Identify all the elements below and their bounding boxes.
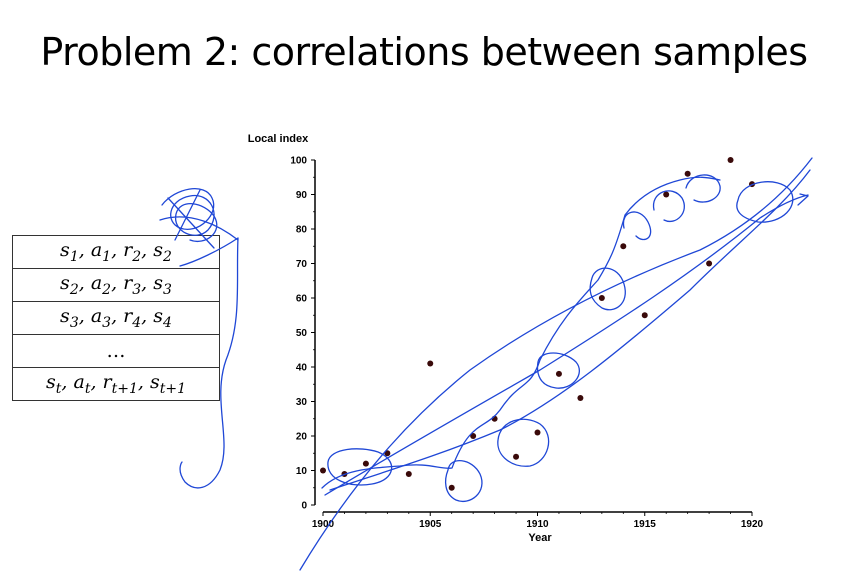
chart-points bbox=[320, 157, 755, 491]
y-tick-label: 50 bbox=[296, 328, 308, 339]
x-tick-label: 1920 bbox=[741, 519, 764, 530]
data-point bbox=[598, 295, 605, 301]
y-tick-label: 40 bbox=[296, 363, 308, 374]
transition-cell: s1, a1, r2, s2 bbox=[12, 235, 220, 269]
data-point bbox=[706, 260, 713, 267]
y-tick-label: 0 bbox=[301, 501, 307, 512]
data-point bbox=[448, 484, 455, 491]
slide-title: Problem 2: correlations between samples bbox=[40, 30, 808, 74]
data-point bbox=[427, 360, 434, 367]
y-tick-label: 100 bbox=[290, 156, 307, 167]
y-tick-label: 30 bbox=[296, 397, 308, 408]
y-axis-label: Local index bbox=[248, 133, 309, 145]
data-point bbox=[577, 395, 584, 402]
data-point bbox=[641, 312, 648, 319]
data-point bbox=[320, 467, 326, 474]
y-tick-label: 20 bbox=[296, 432, 308, 443]
x-tick-label: 1900 bbox=[312, 519, 335, 530]
data-point bbox=[513, 453, 520, 460]
data-point bbox=[341, 470, 348, 477]
data-point bbox=[362, 460, 369, 467]
data-point bbox=[620, 243, 627, 250]
table-row: s1, a1, r2, s2 bbox=[12, 235, 220, 269]
y-tick-label: 60 bbox=[296, 294, 308, 305]
y-tick-label: 80 bbox=[296, 225, 308, 236]
y-tick-label: 10 bbox=[296, 466, 308, 477]
x-tick-label: 1905 bbox=[419, 519, 442, 530]
data-point bbox=[534, 429, 541, 436]
data-point bbox=[684, 170, 691, 177]
x-axis-label: Year bbox=[528, 532, 552, 544]
data-point bbox=[555, 370, 562, 377]
data-point bbox=[405, 470, 412, 477]
y-tick-label: 70 bbox=[296, 259, 308, 270]
x-tick-label: 1910 bbox=[526, 519, 549, 530]
x-tick-label: 1915 bbox=[634, 519, 657, 530]
data-point bbox=[384, 450, 391, 457]
chart-axes: Local index Year 0 10 20 30 40 50 60 70 80 90 100 1… bbox=[248, 133, 764, 544]
y-tick-label: 90 bbox=[296, 190, 308, 201]
data-point bbox=[663, 191, 670, 198]
data-point bbox=[727, 157, 734, 163]
data-point bbox=[749, 181, 755, 188]
data-point bbox=[470, 433, 477, 439]
data-point bbox=[491, 415, 498, 422]
